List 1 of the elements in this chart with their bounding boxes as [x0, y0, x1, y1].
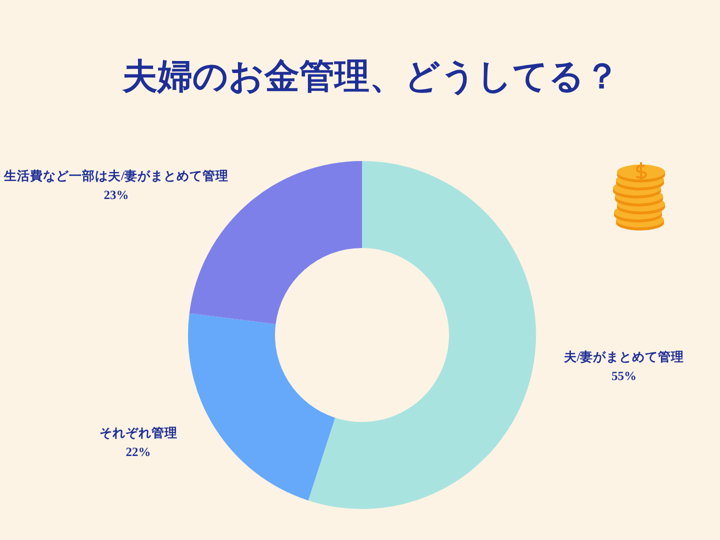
title: 夫婦のお金管理、どうしてる？ — [122, 57, 620, 96]
